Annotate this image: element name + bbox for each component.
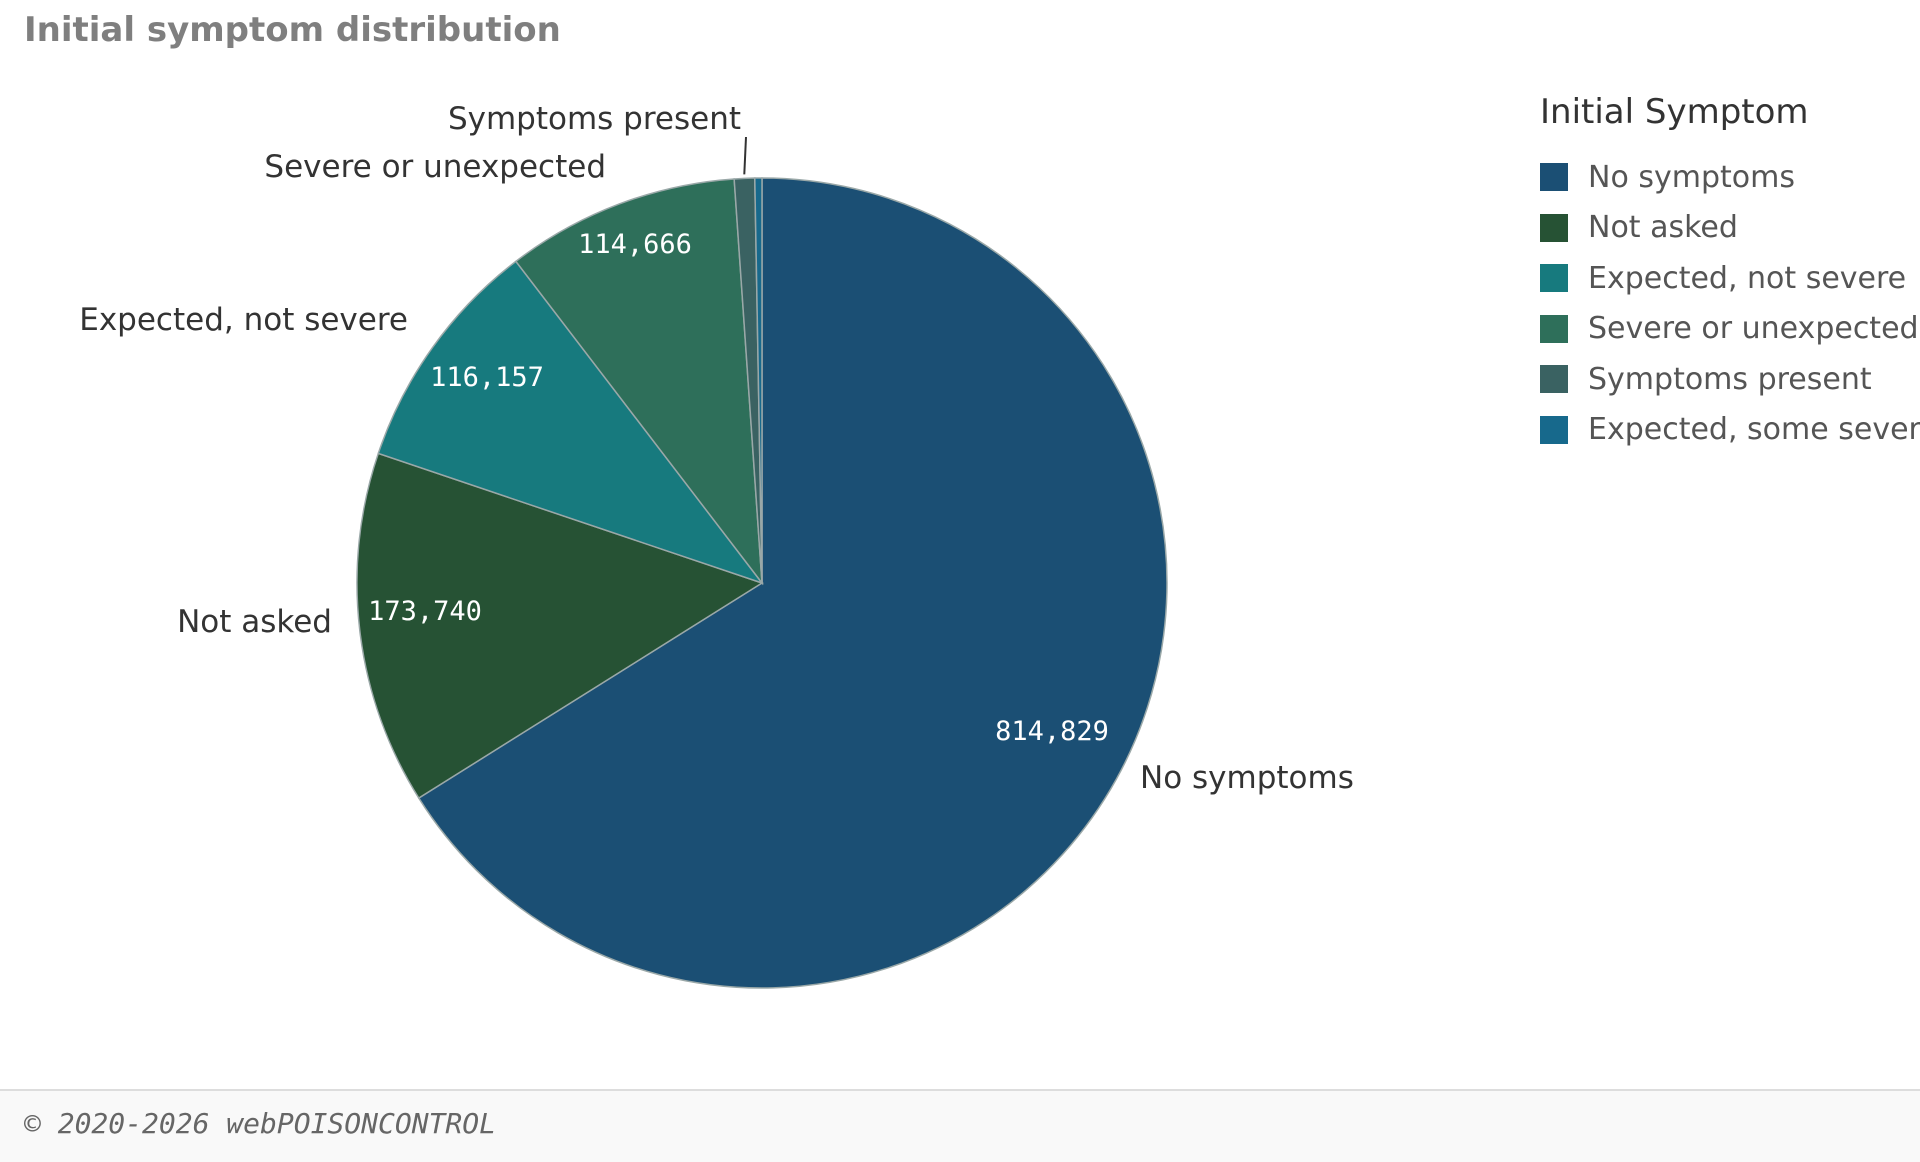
value-label-expected-not-severe: 116,157	[430, 362, 544, 393]
legend-item-expected-not-severe[interactable]: Expected, not severe	[1540, 253, 1920, 304]
slice-label-symptoms-present: Symptoms present	[448, 101, 741, 137]
legend-item-not-asked[interactable]: Not asked	[1540, 203, 1920, 254]
legend-swatch	[1540, 415, 1568, 444]
pie-slice-expected-not-severe[interactable]	[377, 260, 765, 585]
legend-items: No symptoms Not asked Expected, not severe…	[1540, 152, 1920, 455]
legend-swatch	[1540, 163, 1568, 192]
slice-label-severe-or-unexpected: Severe or unexpected	[264, 149, 606, 185]
legend-label: Not asked	[1588, 210, 1738, 246]
chart-title: Initial symptom distribution	[24, 10, 561, 50]
legend-swatch	[1540, 264, 1568, 293]
slice-label-not-asked: Not asked	[177, 604, 332, 640]
legend: Initial Symptom No symptoms Not asked Expe…	[1540, 92, 1920, 455]
footer-copyright: © 2020-2026 webPOISONCONTROL	[24, 1107, 497, 1140]
pie-slice-expected-some-severe[interactable]	[754, 177, 763, 584]
legend-title: Initial Symptom	[1540, 92, 1809, 132]
legend-swatch	[1540, 314, 1568, 343]
legend-item-no-symptoms[interactable]: No symptoms	[1540, 152, 1920, 203]
legend-label: Severe or unexpected	[1588, 311, 1919, 347]
legend-label: Symptoms present	[1588, 361, 1872, 397]
pie-slices	[356, 177, 1168, 989]
pie-slice-no-symptoms[interactable]	[417, 177, 1168, 989]
legend-label: No symptoms	[1588, 159, 1795, 195]
slice-label-no-symptoms: No symptoms	[1140, 760, 1354, 796]
pie-slice-severe-or-unexpected[interactable]	[514, 178, 763, 586]
value-label-not-asked: 173,740	[368, 596, 482, 627]
legend-label: Expected, not severe	[1588, 260, 1907, 296]
legend-item-severe-or-unexpected[interactable]: Severe or unexpected	[1540, 304, 1920, 355]
legend-item-symptoms-present[interactable]: Symptoms present	[1540, 354, 1920, 405]
slice-label-expected-not-severe: Expected, not severe	[79, 302, 408, 338]
legend-label: Expected, some severe	[1588, 412, 1920, 448]
footer: © 2020-2026 webPOISONCONTROL	[0, 1089, 1920, 1162]
value-label-no-symptoms: 814,829	[995, 716, 1109, 747]
leader-line-symptoms-present	[743, 136, 747, 175]
pie-slice-not-asked[interactable]	[356, 452, 764, 800]
legend-item-expected-some-severe[interactable]: Expected, some severe	[1540, 405, 1920, 456]
legend-swatch	[1540, 213, 1568, 242]
value-label-severe-or-unexpected: 114,666	[578, 229, 692, 260]
legend-swatch	[1540, 365, 1568, 394]
pie-chart[interactable]: No symptoms Not asked Expected, not severe…	[0, 0, 1920, 1085]
